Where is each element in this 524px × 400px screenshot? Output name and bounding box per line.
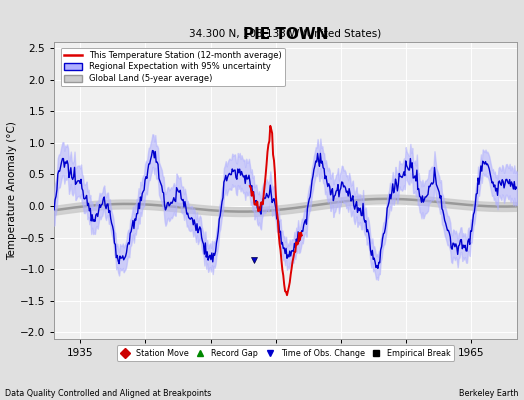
Title: PIE TOWN: PIE TOWN [243, 27, 329, 42]
Text: Data Quality Controlled and Aligned at Breakpoints: Data Quality Controlled and Aligned at B… [5, 389, 212, 398]
Text: Berkeley Earth: Berkeley Earth [460, 389, 519, 398]
Text: 34.300 N, 108.133 W (United States): 34.300 N, 108.133 W (United States) [190, 29, 381, 39]
Y-axis label: Temperature Anomaly (°C): Temperature Anomaly (°C) [7, 121, 17, 260]
Legend: Station Move, Record Gap, Time of Obs. Change, Empirical Break: Station Move, Record Gap, Time of Obs. C… [117, 346, 454, 361]
